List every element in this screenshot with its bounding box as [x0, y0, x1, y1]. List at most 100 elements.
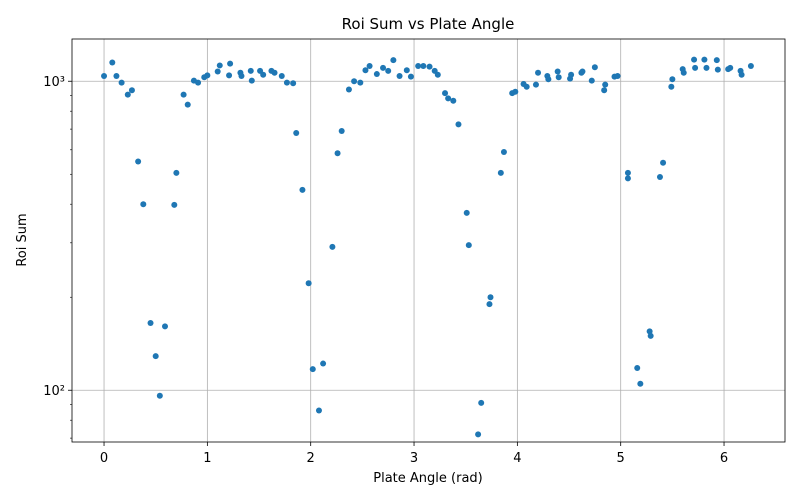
- data-point: [373, 71, 380, 78]
- x-tick-label: 1: [203, 451, 211, 466]
- y-axis-label: Roi Sum: [15, 213, 30, 266]
- x-tick-label: 6: [720, 451, 728, 466]
- data-point: [271, 69, 278, 76]
- data-point: [214, 68, 221, 75]
- data-point: [701, 56, 708, 63]
- data-point: [390, 57, 397, 64]
- data-point: [216, 62, 223, 69]
- x-tick-label: 0: [100, 451, 108, 466]
- data-point: [463, 209, 470, 216]
- data-point: [647, 332, 654, 339]
- data-point: [497, 169, 504, 176]
- data-point: [171, 201, 178, 208]
- x-axis-label: Plate Angle (rad): [373, 471, 482, 486]
- data-point: [329, 243, 336, 250]
- x-tick-label: 4: [513, 451, 521, 466]
- data-point: [204, 72, 211, 79]
- grid: [72, 39, 785, 442]
- data-point: [152, 353, 159, 360]
- data-point: [227, 60, 234, 67]
- data-point: [293, 130, 300, 137]
- data-point: [680, 69, 687, 76]
- data-point: [713, 57, 720, 64]
- data-point: [135, 158, 142, 165]
- data-point: [124, 91, 131, 98]
- data-point: [305, 280, 312, 287]
- data-point: [568, 71, 575, 78]
- data-point: [602, 81, 609, 88]
- y-tick-label: 10³: [43, 75, 65, 90]
- data-point: [656, 173, 663, 180]
- data-point: [624, 169, 631, 176]
- data-point: [299, 186, 306, 193]
- data-point: [660, 159, 667, 166]
- data-point: [532, 81, 539, 88]
- data-point: [334, 150, 341, 157]
- data-point: [385, 67, 392, 74]
- data-point: [465, 242, 472, 249]
- chart-title: Roi Sum vs Plate Angle: [342, 15, 515, 33]
- data-point: [118, 79, 125, 86]
- x-tick-label: 3: [410, 451, 418, 466]
- data-point: [415, 63, 422, 70]
- data-point: [195, 79, 202, 86]
- data-point: [727, 64, 734, 71]
- y-tick-label: 10²: [43, 384, 65, 399]
- data-point: [500, 149, 507, 156]
- data-point: [315, 407, 322, 414]
- data-point: [396, 72, 403, 79]
- data-point: [668, 83, 675, 90]
- x-tick-label: 2: [307, 451, 315, 466]
- data-point: [486, 301, 493, 308]
- data-point: [290, 80, 297, 87]
- data-point: [450, 97, 457, 104]
- data-point: [260, 71, 267, 78]
- y-axis-ticks: 10² 10³: [43, 75, 72, 439]
- data-point: [366, 63, 373, 70]
- data-point: [487, 294, 494, 301]
- data-point: [535, 69, 542, 76]
- data-point: [156, 392, 163, 399]
- data-point: [588, 77, 595, 84]
- data-point: [338, 128, 345, 135]
- x-axis-ticks: 0 1 2 3 4 5 6: [100, 442, 728, 466]
- data-point: [351, 78, 358, 85]
- data-point: [426, 63, 433, 70]
- data-point: [173, 169, 180, 176]
- data-point: [247, 67, 254, 74]
- data-point: [692, 64, 699, 71]
- data-point: [545, 76, 552, 83]
- data-point: [445, 95, 452, 102]
- data-point: [113, 72, 120, 79]
- data-point: [162, 323, 168, 330]
- data-point: [226, 72, 233, 79]
- data-point: [180, 91, 187, 98]
- data-point: [669, 76, 676, 83]
- data-point: [238, 72, 245, 79]
- data-point: [714, 66, 721, 73]
- data-point: [523, 83, 530, 90]
- data-point: [634, 365, 641, 372]
- data-point: [357, 79, 364, 86]
- data-point: [109, 59, 116, 66]
- data-point: [554, 68, 561, 75]
- data-point: [455, 121, 462, 128]
- data-point: [283, 79, 290, 86]
- data-point: [147, 320, 154, 327]
- x-tick-label: 5: [617, 451, 625, 466]
- data-point: [309, 366, 316, 373]
- data-point: [420, 63, 427, 70]
- data-point: [407, 73, 414, 80]
- data-point: [403, 67, 410, 74]
- data-point: [101, 72, 108, 79]
- data-point: [747, 63, 754, 70]
- data-point: [434, 71, 441, 78]
- data-point: [320, 360, 327, 367]
- plot-area-frame: [71, 38, 786, 443]
- data-point: [691, 56, 698, 63]
- data-point: [184, 101, 191, 108]
- data-point: [624, 175, 631, 182]
- data-point: [614, 72, 621, 79]
